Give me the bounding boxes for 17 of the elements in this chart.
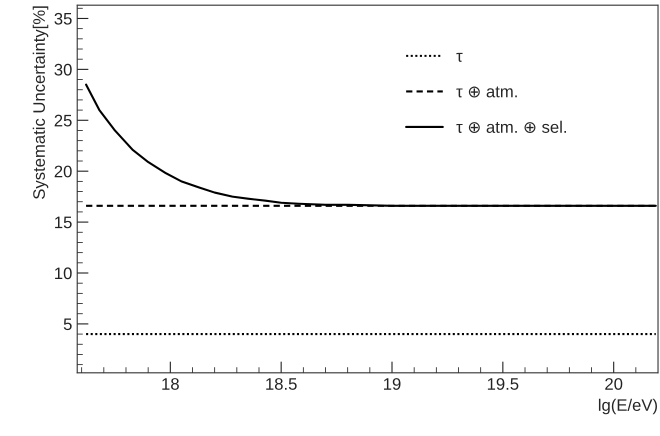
x-tick-label: 19 [384,378,400,390]
legend-label: τ ⊕ atm. [456,86,517,98]
x-axis-title: lg(E/eV) [598,398,657,414]
y-tick-label: 30 [54,64,72,76]
y-tick-label: 25 [54,114,72,126]
y-tick-label: 5 [64,318,72,330]
y-tick-label: 20 [54,166,72,178]
x-tick-label: 19.5 [488,378,518,390]
x-tick-label: 20 [605,378,622,390]
y-tick-label: 10 [55,267,72,280]
legend-label: τ [456,52,463,62]
x-tick-label: 18.5 [266,378,297,390]
x-tick-label: 18 [162,378,179,390]
y-tick-label: 35 [54,12,72,25]
legend-label: τ ⊕ atm. ⊕ sel. [456,120,566,134]
y-axis-title: Systematic Uncertainty[%] [32,6,48,199]
y-tick-label: 15 [55,216,72,228]
